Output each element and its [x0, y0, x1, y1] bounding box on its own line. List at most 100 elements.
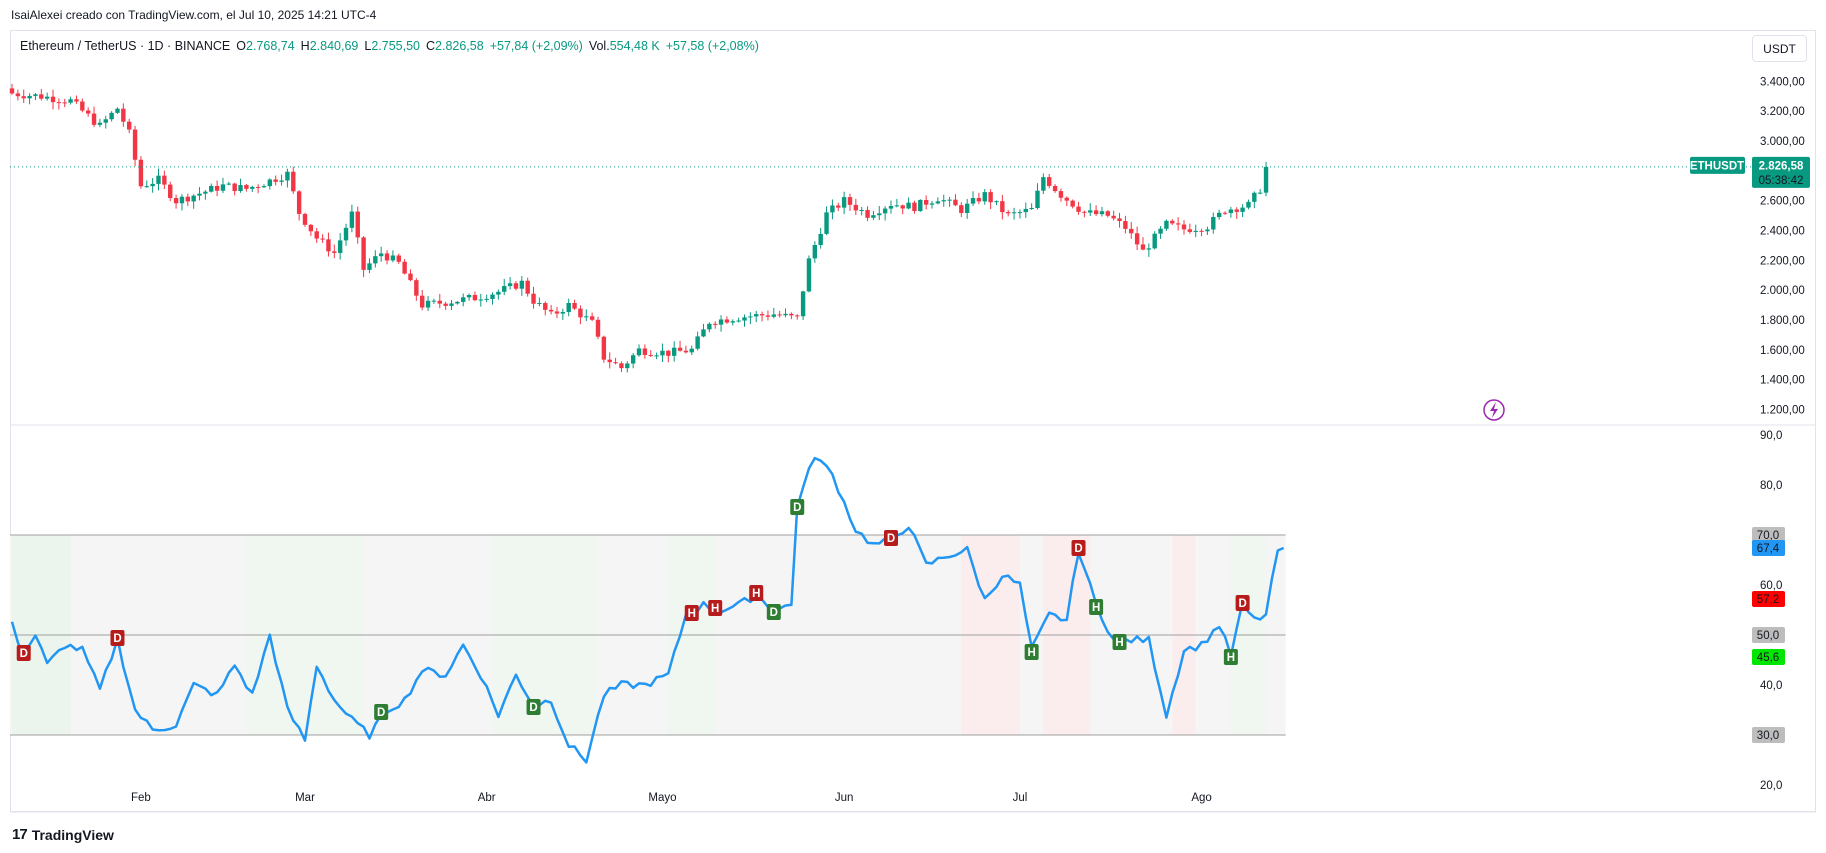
candle-body[interactable] [800, 291, 806, 317]
candle-body[interactable] [1240, 207, 1245, 212]
candle-body[interactable] [1000, 201, 1005, 213]
candle-body[interactable] [461, 297, 466, 302]
candle-body[interactable] [648, 354, 653, 356]
candle-body[interactable] [349, 211, 355, 228]
candle-body[interactable] [1263, 166, 1269, 193]
candle-body[interactable] [62, 102, 67, 104]
divergence-marker[interactable] [1235, 595, 1250, 611]
candle-body[interactable] [865, 209, 870, 218]
candle-body[interactable] [33, 94, 38, 96]
candle-body[interactable] [232, 183, 237, 192]
candle-body[interactable] [1058, 191, 1064, 198]
candle-body[interactable] [642, 348, 648, 355]
candle-body[interactable] [337, 240, 343, 253]
candle-body[interactable] [619, 363, 624, 369]
tradingview-logo[interactable]: 17 TradingView [12, 826, 114, 843]
candle-body[interactable] [1193, 230, 1198, 232]
candle-body[interactable] [859, 209, 864, 211]
candle-body[interactable] [1170, 220, 1175, 224]
candle-body[interactable] [85, 110, 91, 114]
divergence-marker[interactable] [684, 605, 699, 621]
candle-body[interactable] [1234, 209, 1239, 212]
candle-body[interactable] [935, 201, 941, 204]
candle-body[interactable] [1035, 190, 1040, 209]
candle-body[interactable] [1082, 211, 1087, 213]
candle-body[interactable] [361, 237, 366, 270]
candle-body[interactable] [308, 224, 314, 232]
candle-body[interactable] [970, 198, 976, 204]
candle-body[interactable] [806, 258, 812, 292]
candle-body[interactable] [853, 204, 859, 211]
candle-body[interactable] [162, 175, 167, 185]
candle-body[interactable] [291, 171, 296, 192]
candle-body[interactable] [1123, 221, 1128, 229]
candle-body[interactable] [959, 205, 964, 213]
candle-body[interactable] [320, 238, 325, 240]
candle-body[interactable] [537, 303, 542, 305]
candle-body[interactable] [1070, 200, 1075, 207]
candle-body[interactable] [355, 211, 360, 238]
candle-body[interactable] [250, 186, 255, 189]
candle-body[interactable] [730, 321, 735, 323]
rsi-line[interactable] [10, 456, 1285, 764]
candle-body[interactable] [871, 215, 876, 218]
candle-body[interactable] [701, 329, 706, 337]
candle-body[interactable] [824, 212, 829, 234]
candle-body[interactable] [466, 294, 472, 298]
candle-body[interactable] [660, 350, 665, 356]
divergence-marker[interactable] [1024, 644, 1039, 660]
candle-body[interactable] [584, 316, 589, 318]
candle-body[interactable] [929, 203, 935, 205]
candle-body[interactable] [367, 263, 372, 270]
candle-body[interactable] [209, 185, 214, 192]
candle-body[interactable] [689, 348, 694, 353]
candle-body[interactable] [1064, 197, 1069, 201]
candle-body[interactable] [74, 99, 79, 102]
candle-body[interactable] [109, 112, 114, 120]
candle-body[interactable] [138, 159, 144, 187]
candle-body[interactable] [496, 291, 501, 295]
candle-body[interactable] [15, 93, 21, 97]
divergence-marker[interactable] [1112, 634, 1127, 650]
candle-body[interactable] [449, 303, 454, 306]
candle-body[interactable] [472, 294, 478, 301]
candle-body[interactable] [197, 193, 202, 196]
candle-body[interactable] [1228, 209, 1234, 214]
candle-body[interactable] [677, 347, 683, 351]
candle-body[interactable] [273, 179, 278, 182]
candle-body[interactable] [238, 185, 243, 192]
candle-body[interactable] [1187, 229, 1193, 232]
candle-body[interactable] [830, 205, 835, 213]
candle-body[interactable] [1246, 201, 1251, 208]
candle-body[interactable] [443, 303, 448, 306]
candle-body[interactable] [9, 88, 15, 94]
candle-body[interactable] [50, 96, 56, 103]
divergence-marker[interactable] [16, 645, 31, 661]
candle-body[interactable] [396, 255, 401, 262]
candle-body[interactable] [759, 314, 765, 316]
candle-body[interactable] [156, 175, 161, 184]
candle-body[interactable] [1006, 212, 1011, 214]
candle-body[interactable] [1257, 192, 1263, 194]
candle-body[interactable] [1158, 228, 1163, 234]
candle-body[interactable] [1029, 208, 1034, 210]
candle-body[interactable] [812, 245, 818, 259]
candle-body[interactable] [923, 199, 929, 205]
candle-body[interactable] [390, 255, 396, 261]
candle-body[interactable] [326, 239, 331, 252]
candle-body[interactable] [742, 317, 747, 321]
candle-body[interactable] [818, 233, 823, 246]
candle-body[interactable] [267, 179, 273, 187]
candle-body[interactable] [1164, 220, 1169, 229]
candle-body[interactable] [630, 355, 636, 364]
candle-body[interactable] [127, 121, 132, 130]
candle-body[interactable] [507, 283, 513, 287]
candle-body[interactable] [502, 286, 507, 292]
candle-body[interactable] [261, 186, 267, 188]
candle-body[interactable] [478, 299, 483, 301]
candle-body[interactable] [27, 95, 32, 99]
candle-body[interactable] [765, 315, 771, 317]
candle-body[interactable] [554, 311, 560, 314]
symbol-title[interactable]: Ethereum / TetherUS · 1D · BINANCE [20, 39, 231, 53]
